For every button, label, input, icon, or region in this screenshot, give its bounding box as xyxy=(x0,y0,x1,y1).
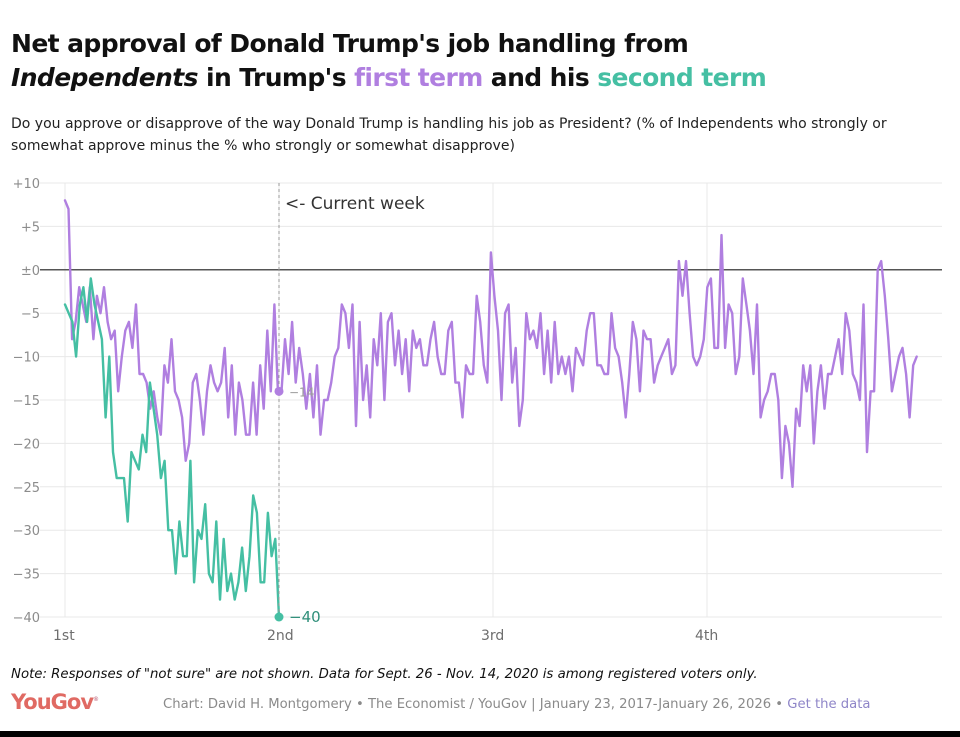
y-tick-label: +10 xyxy=(13,177,40,192)
y-tick-label: −30 xyxy=(13,524,40,539)
y-tick-label: −15 xyxy=(13,394,40,409)
y-axis-ticks: +10 +5 ±0 −5 −10 −15 −20 −25 −30 −35 −40 xyxy=(13,177,40,626)
first-term-line xyxy=(63,199,918,488)
y-tick-label: −5 xyxy=(21,307,40,322)
line-chart: +10 +5 ±0 −5 −10 −15 −20 −25 −30 −35 −40 1st 2nd 3rd… xyxy=(13,177,942,644)
second-term-endpoint xyxy=(274,612,284,622)
title-second-term: second term xyxy=(597,63,767,92)
title-mid: in Trump's xyxy=(197,63,355,92)
x-tick-label: 4th xyxy=(695,628,718,644)
second-term-value-label: −40 xyxy=(289,608,321,626)
chart-subtitle: Do you approve or disapprove of the way … xyxy=(11,116,887,154)
chart-title: Net approval of Donald Trump's job handl… xyxy=(11,27,941,95)
first-term-endpoint xyxy=(274,386,284,396)
bottom-border xyxy=(0,731,960,737)
credit-text: Chart: David H. Montgomery • The Economi… xyxy=(163,697,788,712)
get-the-data-link[interactable]: Get the data xyxy=(787,697,871,712)
y-tick-label: −25 xyxy=(13,481,40,496)
y-tick-label: −10 xyxy=(13,351,40,366)
y-tick-label: −35 xyxy=(13,568,40,583)
x-tick-label: 1st xyxy=(53,628,75,644)
y-tick-label: −40 xyxy=(13,611,40,626)
x-tick-label: 2nd xyxy=(267,628,294,644)
x-axis-ticks: 1st 2nd 3rd 4th xyxy=(53,628,718,644)
y-tick-label: −20 xyxy=(13,437,40,452)
second-term-line xyxy=(63,277,281,619)
first-term-value-label: −14 xyxy=(289,385,314,399)
y-tick-label: +5 xyxy=(21,220,40,235)
yougov-logo[interactable]: YouGov® xyxy=(11,690,99,714)
chart-note: Note: Responses of "not sure" are not sh… xyxy=(11,667,758,682)
title-and: and his xyxy=(482,63,598,92)
title-independents: Independents xyxy=(11,63,198,92)
gridlines xyxy=(40,182,942,618)
x-tick-label: 3rd xyxy=(481,628,504,644)
series-lines xyxy=(63,199,918,619)
chart-credit: Chart: David H. Montgomery • The Economi… xyxy=(163,697,871,712)
y-tick-label: ±0 xyxy=(21,264,40,279)
title-first-term: first term xyxy=(354,63,483,92)
annotations: <- Current week −14 −40 xyxy=(274,183,425,626)
title-line-2: Independents in Trump's first term and h… xyxy=(11,61,941,95)
yougov-logo-text: YouGov xyxy=(11,690,94,714)
title-line-1: Net approval of Donald Trump's job handl… xyxy=(11,29,689,58)
current-week-label: <- Current week xyxy=(285,194,425,214)
registered-mark: ® xyxy=(93,696,100,703)
